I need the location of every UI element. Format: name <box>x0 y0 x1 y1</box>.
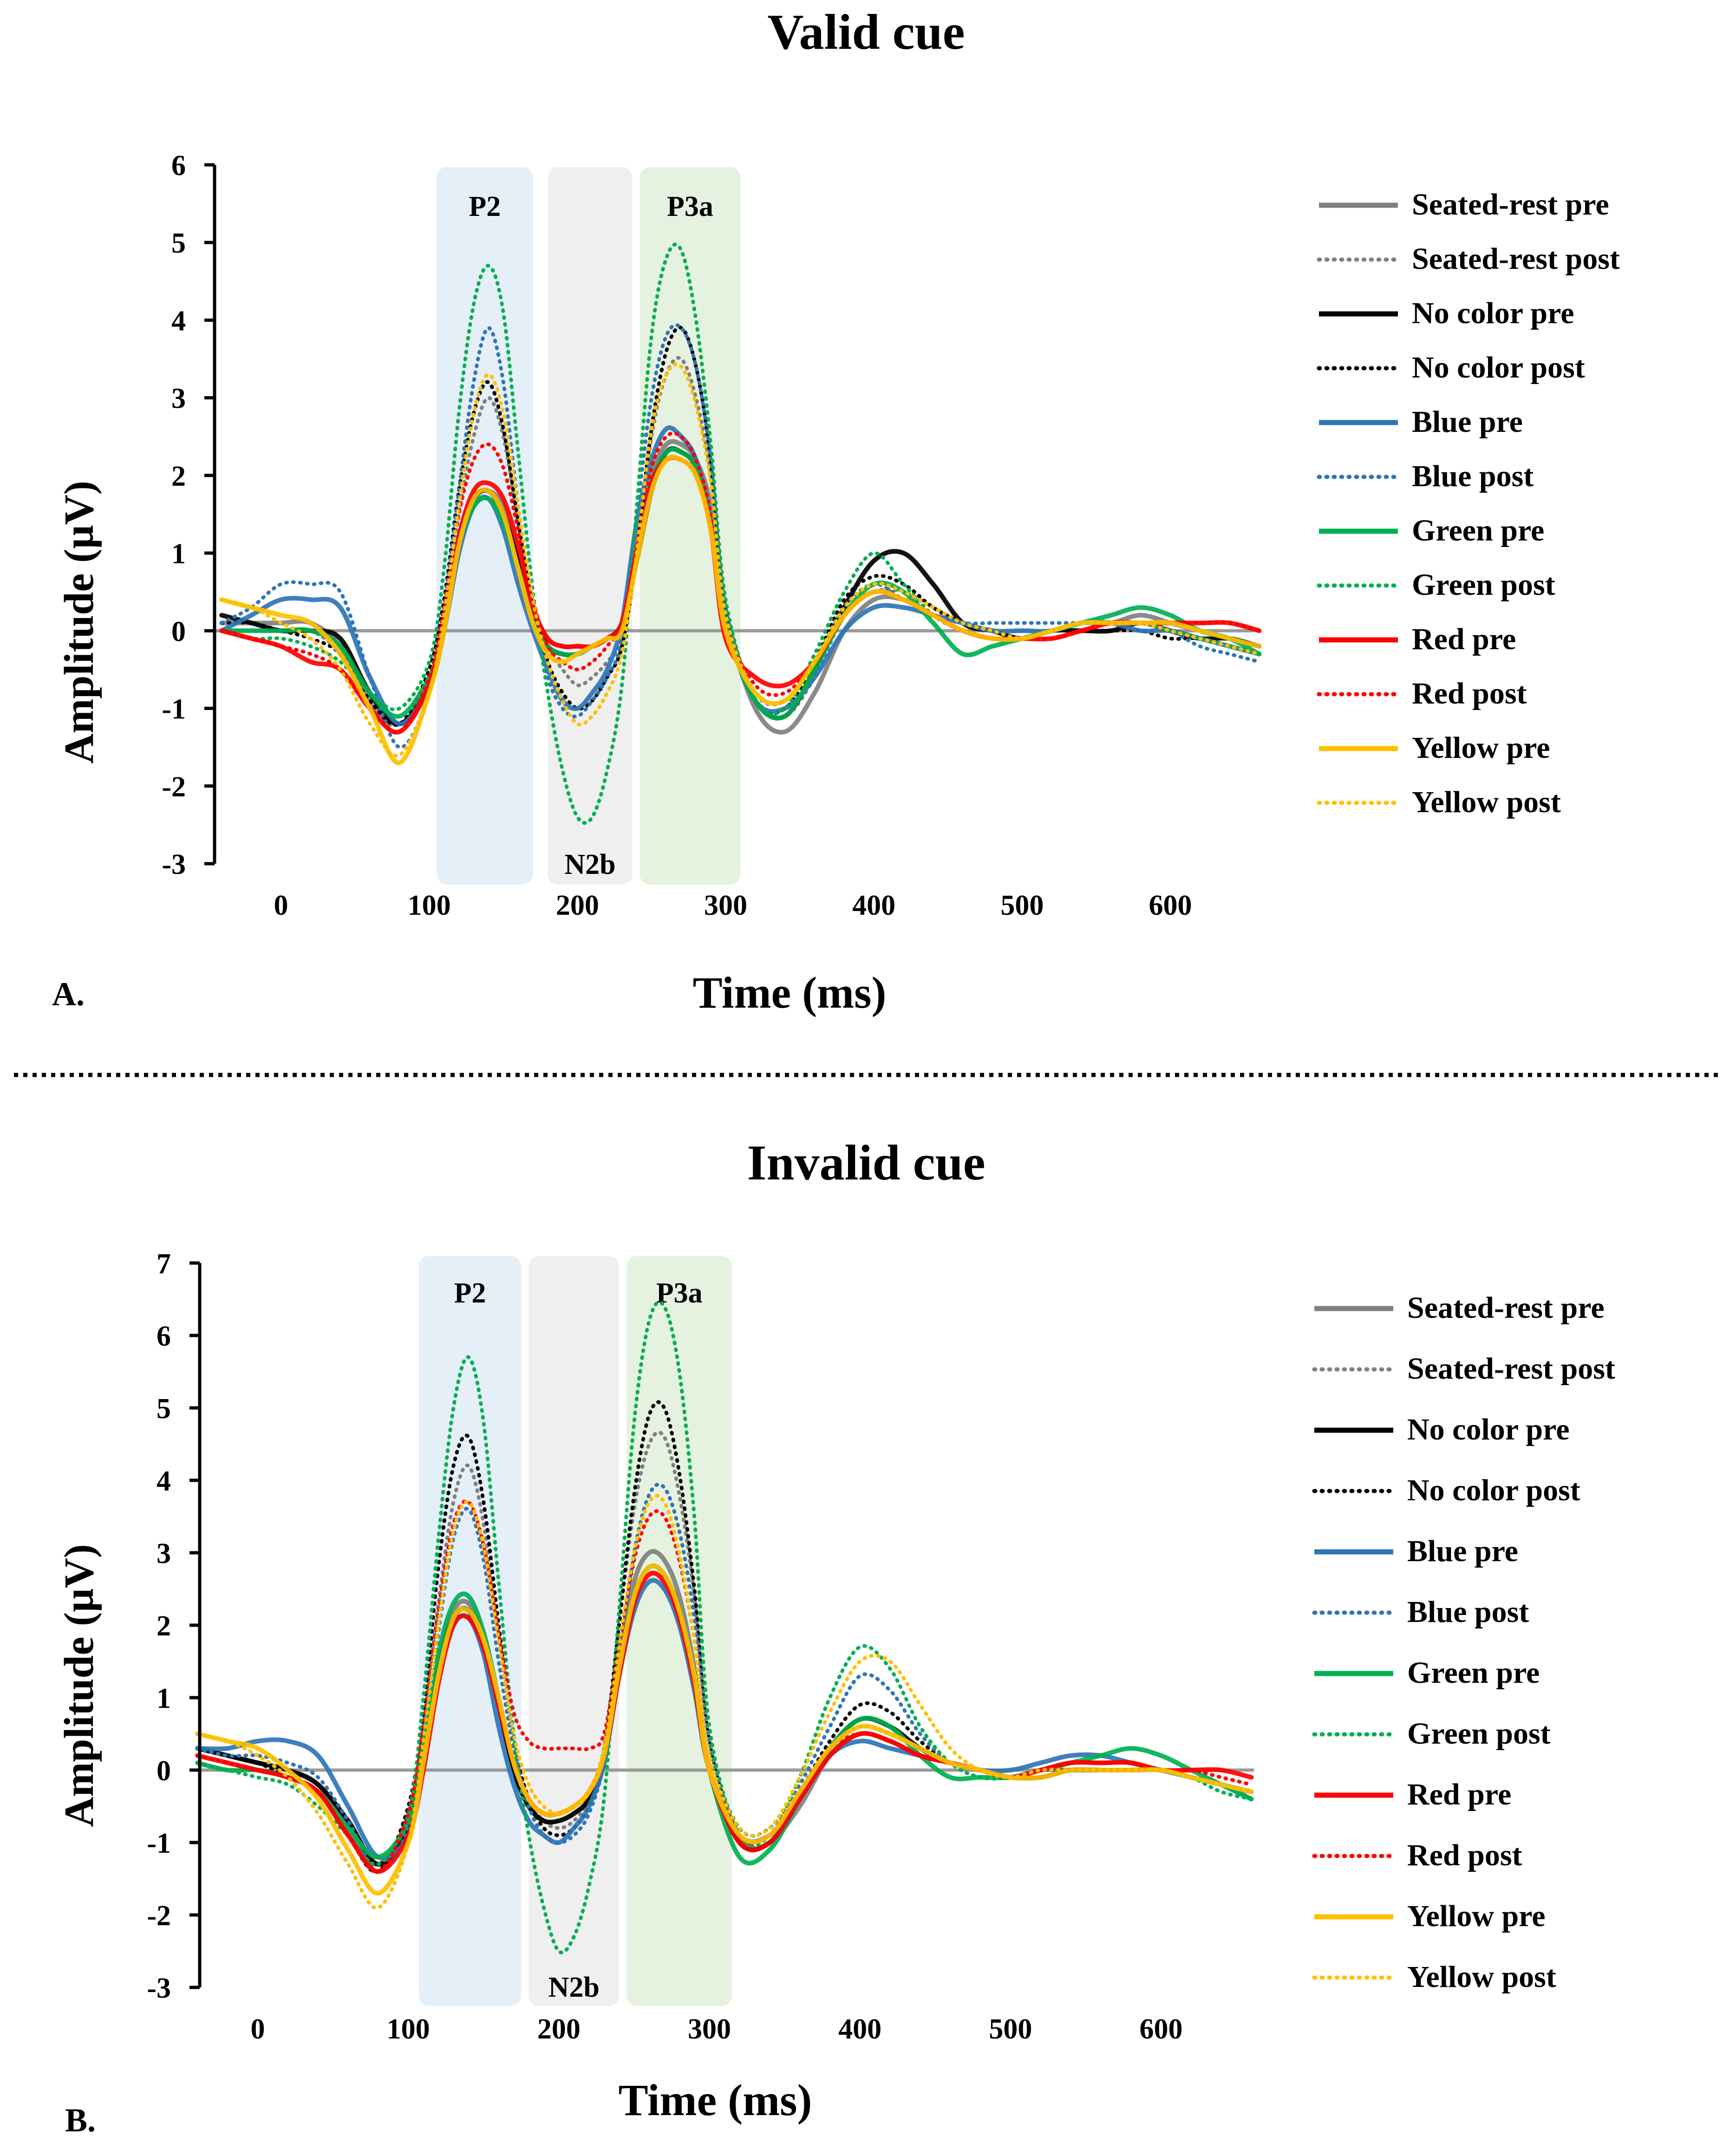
y-tick-label: -3 <box>162 849 186 880</box>
y-tick-label: -1 <box>162 694 186 725</box>
y-tick-label: 2 <box>171 461 186 492</box>
legend-label-no-color-pre: No color pre <box>1407 1413 1570 1446</box>
legend-label-red-post: Red post <box>1407 1838 1522 1872</box>
legend-label-green-post: Green post <box>1412 568 1555 602</box>
invalid-cue-title: Invalid cue <box>747 1135 985 1191</box>
y-tick-label: 5 <box>157 1393 171 1425</box>
window-label-p2: P2 <box>454 1277 486 1309</box>
y-tick-label: 1 <box>157 1683 171 1714</box>
series-lines <box>195 1300 1254 1954</box>
y-tick-label: 5 <box>171 228 186 259</box>
x-tick-label: 400 <box>838 2013 881 2045</box>
legend-label-yellow-post: Yellow post <box>1412 785 1561 819</box>
window-p3a <box>640 167 741 885</box>
y-tick-label: -3 <box>147 1973 171 2004</box>
y-tick-label: -2 <box>147 1900 171 1932</box>
window-n2b <box>548 167 633 885</box>
series-line-green-post <box>220 242 1261 825</box>
legend-label-no-color-pre: No color pre <box>1412 296 1574 330</box>
x-tick-label: 0 <box>251 2013 265 2045</box>
x-axis-label: Time (ms) <box>619 2075 812 2125</box>
x-tick-label: 500 <box>1000 890 1044 921</box>
legend-label-blue-post: Blue post <box>1407 1595 1529 1629</box>
x-tick-label: 200 <box>556 890 599 921</box>
panel-a-label: A. <box>52 976 85 1013</box>
legend-label-blue-pre: Blue pre <box>1407 1534 1518 1568</box>
legend-label-no-color-post: No color post <box>1407 1473 1580 1507</box>
legend-label-green-pre: Green pre <box>1407 1656 1540 1690</box>
y-tick-label: 2 <box>157 1610 171 1642</box>
y-axis-label: Amplitude (µV) <box>56 1544 102 1827</box>
x-axis-label: Time (ms) <box>693 968 887 1017</box>
series-lines <box>219 242 1262 825</box>
x-tick-label: 600 <box>1149 890 1192 921</box>
legend-label-yellow-post: Yellow post <box>1407 1960 1556 1994</box>
y-tick-label: 3 <box>171 383 186 415</box>
valid-cue-title: Valid cue <box>767 5 965 60</box>
window-label-n2b: N2b <box>564 849 615 880</box>
legend-label-blue-pre: Blue pre <box>1412 405 1523 439</box>
axes: -3 -2 -1 0 1 2 3 4 5 6 0 100 200 300 400 500 600 <box>162 150 1192 921</box>
x-tick-label: 100 <box>387 2013 430 2045</box>
y-tick-label: -2 <box>162 771 186 803</box>
panel-b-label: B. <box>65 2102 96 2139</box>
y-tick-label: 4 <box>171 305 186 337</box>
y-tick-label: 4 <box>157 1465 171 1497</box>
x-tick-label: 0 <box>274 890 288 921</box>
window-n2b <box>529 1256 619 2006</box>
window-label-p2: P2 <box>469 191 501 222</box>
legend: Seated-rest pre Seated-rest post No color … <box>1312 1291 1615 1994</box>
x-tick-label: 400 <box>852 890 895 921</box>
x-tick-label: 600 <box>1140 2013 1183 2045</box>
y-axis-label: Amplitude (µV) <box>56 481 102 763</box>
legend-label-green-pre: Green pre <box>1412 514 1544 547</box>
x-tick-label: 300 <box>688 2013 731 2045</box>
y-tick-label: 6 <box>171 150 186 182</box>
valid-cue-panel: Valid cue P2 N2b P3a -3 -2 -1 0 1 2 3 4 5 6 0 100 200 3… <box>52 5 1620 1017</box>
y-tick-label: -1 <box>147 1828 171 1859</box>
series-line-yellow-post <box>220 362 1261 758</box>
y-tick-label: 3 <box>157 1538 171 1569</box>
window-label-p3a: P3a <box>667 191 713 222</box>
legend-label-green-post: Green post <box>1407 1717 1551 1751</box>
legend-label-blue-post: Blue post <box>1412 459 1534 493</box>
legend-label-seated-rest-post: Seated-rest post <box>1407 1352 1615 1386</box>
window-label-n2b: N2b <box>548 1972 600 2003</box>
legend-label-seated-rest-pre: Seated-rest pre <box>1412 188 1609 221</box>
x-tick-label: 300 <box>704 890 747 921</box>
legend-label-red-post: Red post <box>1412 677 1527 710</box>
legend-label-seated-rest-post: Seated-rest post <box>1412 242 1620 276</box>
y-tick-label: 0 <box>171 616 186 647</box>
legend-label-yellow-pre: Yellow pre <box>1412 731 1550 765</box>
y-tick-label: 0 <box>157 1755 171 1787</box>
y-tick-label: 1 <box>171 538 186 570</box>
component-windows: P2 N2b P3a <box>437 167 741 885</box>
y-tick-label: 7 <box>157 1248 171 1280</box>
legend-label-seated-rest-pre: Seated-rest pre <box>1407 1291 1605 1325</box>
axes: -3 -2 -1 0 1 2 3 4 5 6 7 0 100 200 300 400 500 600 <box>147 1248 1182 2045</box>
x-tick-label: 500 <box>989 2013 1032 2045</box>
window-p2 <box>418 1256 522 2006</box>
legend-label-no-color-post: No color post <box>1412 351 1585 384</box>
legend-label-red-pre: Red pre <box>1407 1778 1511 1811</box>
y-tick-label: 6 <box>157 1321 171 1352</box>
legend-label-yellow-pre: Yellow pre <box>1407 1899 1546 1933</box>
legend-label-red-pre: Red pre <box>1412 622 1516 656</box>
x-tick-label: 100 <box>408 890 451 921</box>
legend: Seated-rest pre Seated-rest post No color … <box>1317 188 1620 819</box>
x-tick-label: 200 <box>537 2013 581 2045</box>
